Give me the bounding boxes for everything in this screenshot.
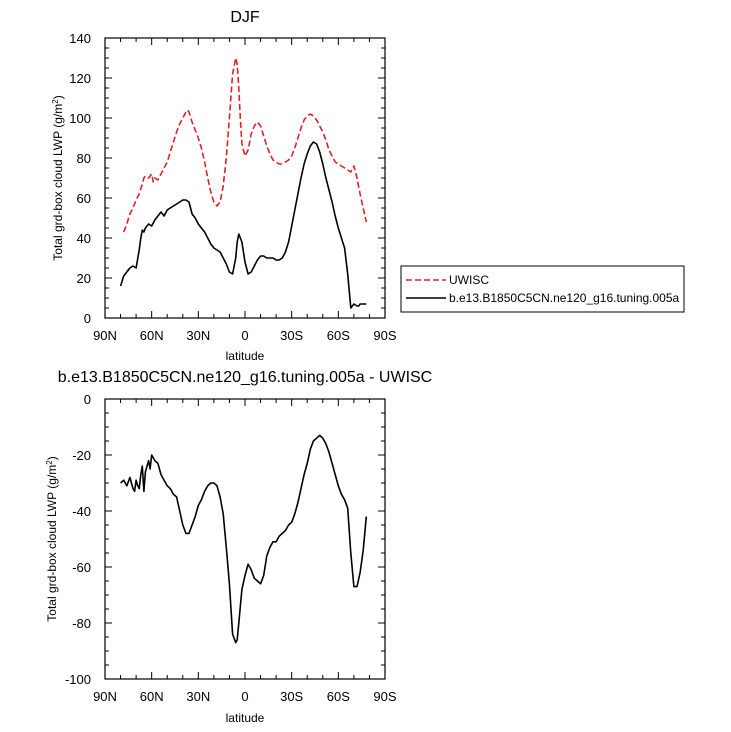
top-plot-area <box>119 57 368 309</box>
bottom-plot-area <box>120 434 368 644</box>
x-tick-label: 60S <box>327 689 350 704</box>
y-tick-label: 0 <box>84 311 91 326</box>
y-tick-label: 20 <box>77 271 91 286</box>
y-tick-label: 60 <box>77 191 91 206</box>
y-tick-label: 100 <box>69 111 91 126</box>
y-tick-label: -20 <box>72 448 91 463</box>
x-tick-label: 90S <box>373 328 396 343</box>
y-tick-label: 40 <box>77 231 91 246</box>
y-tick-label: 140 <box>69 31 91 46</box>
series-line-model <box>119 141 367 309</box>
bottom-y-axis-label: Total grd-box cloud LWP (g/m2) <box>45 456 60 621</box>
top-plot-frame <box>104 37 386 319</box>
top-panel: DJF latitude Total grd-box cloud LWP (g/… <box>51 9 397 363</box>
y-tick-label: -80 <box>72 616 91 631</box>
y-tick-label: 80 <box>77 151 91 166</box>
x-tick-label: 0 <box>241 689 248 704</box>
x-tick-label: 60N <box>140 689 164 704</box>
top-chart-title: DJF <box>230 9 260 26</box>
series-line-uwisc <box>122 57 368 233</box>
bottom-ticks: 90N 60N 30N 0 30S 60S 90S -100 -80 -60 -40 -20 0 <box>65 392 397 704</box>
top-ticks: 90N 60N 30N 0 30S 60S 90S 0 20 40 60 80 100 120 140 <box>69 31 397 343</box>
top-x-axis-label: latitude <box>226 349 265 363</box>
y-tick-label: -100 <box>65 672 91 687</box>
legend-box <box>400 265 685 313</box>
legend: UWISC b.e13.B1850C5CN.ne120_g16.tuning.0… <box>400 265 685 313</box>
x-tick-label: 0 <box>241 328 248 343</box>
y-tick-label: -60 <box>72 560 91 575</box>
y-tick-label: 0 <box>84 392 91 407</box>
x-tick-label: 30N <box>186 328 210 343</box>
bottom-chart-title: b.e13.B1850C5CN.ne120_g16.tuning.005a - … <box>58 369 432 386</box>
legend-uwisc-label: UWISC <box>449 273 489 287</box>
bottom-panel: b.e13.B1850C5CN.ne120_g16.tuning.005a - … <box>45 369 433 725</box>
x-tick-label: 60N <box>140 328 164 343</box>
bottom-x-axis-label: latitude <box>226 711 265 725</box>
y-tick-label: 120 <box>69 71 91 86</box>
x-tick-label: 90N <box>93 328 117 343</box>
y-tick-label: -40 <box>72 504 91 519</box>
x-tick-label: 30N <box>186 689 210 704</box>
x-tick-label: 90N <box>93 689 117 704</box>
x-tick-label: 60S <box>327 328 350 343</box>
x-tick-label: 30S <box>280 689 303 704</box>
top-y-axis-label: Total grd-box cloud LWP (g/m2) <box>51 95 66 260</box>
x-tick-label: 90S <box>373 689 396 704</box>
bottom-plot-frame <box>104 398 386 680</box>
x-tick-label: 30S <box>280 328 303 343</box>
series-line-difference <box>120 434 368 644</box>
legend-model-label: b.e13.B1850C5CN.ne120_g16.tuning.005a <box>449 291 680 305</box>
